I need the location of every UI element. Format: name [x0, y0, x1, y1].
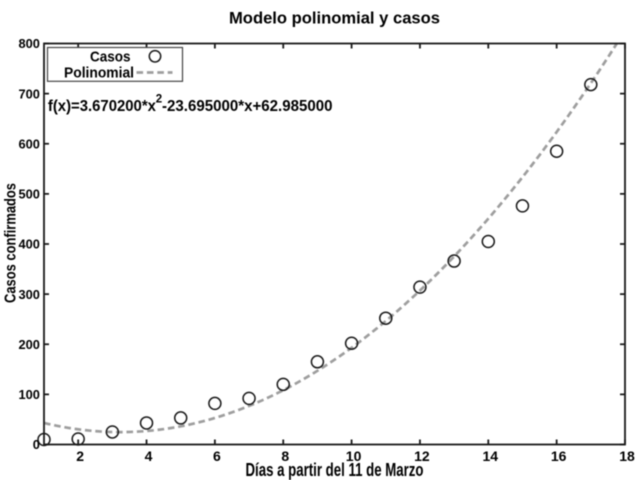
svg-text:8: 8 — [281, 448, 289, 464]
svg-text:800: 800 — [19, 36, 40, 51]
svg-text:2: 2 — [156, 94, 162, 106]
svg-text:16: 16 — [551, 448, 567, 464]
svg-text:Modelo polinomial y casos: Modelo polinomial y casos — [229, 9, 440, 28]
svg-text:12: 12 — [414, 448, 430, 464]
svg-text:4: 4 — [145, 448, 153, 464]
svg-text:f(x)=3.670200*x: f(x)=3.670200*x — [48, 98, 156, 115]
svg-text:0: 0 — [33, 437, 40, 452]
svg-text:6: 6 — [213, 448, 221, 464]
svg-text:400: 400 — [19, 237, 40, 252]
svg-text:Casos: Casos — [90, 49, 131, 65]
svg-text:10: 10 — [346, 448, 362, 464]
svg-text:14: 14 — [483, 448, 499, 464]
svg-text:Polinomial: Polinomial — [64, 66, 134, 82]
svg-text:600: 600 — [19, 136, 40, 151]
svg-text:2: 2 — [76, 448, 84, 464]
svg-text:-23.695000*x+62.985000: -23.695000*x+62.985000 — [162, 98, 333, 115]
svg-text:700: 700 — [19, 86, 40, 101]
svg-text:200: 200 — [19, 337, 40, 352]
svg-text:Casos confirmados: Casos confirmados — [2, 183, 19, 303]
svg-text:500: 500 — [19, 187, 40, 202]
svg-text:Días a partir del 11 de Marzo: Días a partir del 11 de Marzo — [246, 460, 424, 480]
svg-text:18: 18 — [619, 448, 635, 464]
svg-text:100: 100 — [19, 387, 40, 402]
svg-text:300: 300 — [19, 287, 40, 302]
